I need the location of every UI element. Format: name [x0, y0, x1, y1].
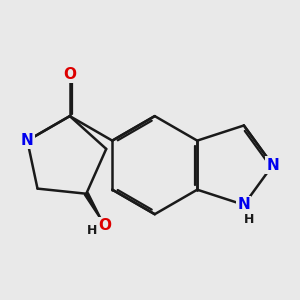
Polygon shape [84, 193, 105, 226]
Text: N: N [238, 197, 250, 212]
Text: H: H [87, 224, 98, 237]
Text: O: O [63, 67, 76, 82]
Text: O: O [98, 218, 111, 233]
Text: N: N [266, 158, 279, 173]
Text: H: H [244, 213, 254, 226]
Text: N: N [21, 133, 34, 148]
